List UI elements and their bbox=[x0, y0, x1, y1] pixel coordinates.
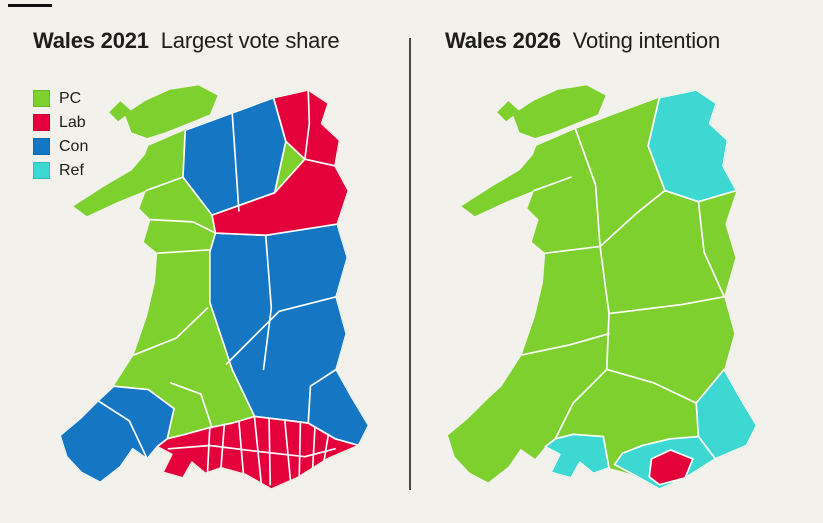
constituency-border bbox=[97, 399, 149, 460]
constituency-border bbox=[169, 382, 213, 429]
legend-swatch-lab bbox=[33, 114, 50, 131]
constituency-border bbox=[206, 426, 211, 473]
constituency-border bbox=[605, 368, 698, 404]
constituency-border bbox=[145, 176, 184, 192]
title-year-2026: Wales 2026 bbox=[445, 28, 561, 53]
constituency-border bbox=[697, 200, 726, 298]
constituency-border bbox=[262, 234, 273, 371]
title-subtitle-2026: Voting intention bbox=[572, 28, 721, 53]
legend-swatch-pc bbox=[33, 90, 50, 107]
brand-rule bbox=[8, 4, 52, 7]
legend-item-pc: PC bbox=[33, 90, 88, 107]
map-regions bbox=[59, 89, 369, 490]
constituency-border bbox=[283, 418, 292, 480]
constituency-border bbox=[608, 295, 726, 315]
panel-divider bbox=[409, 38, 411, 490]
constituency-border bbox=[533, 176, 572, 192]
legend-item-con: Con bbox=[33, 138, 88, 155]
region-ref bbox=[544, 433, 610, 479]
constituency-border bbox=[599, 189, 666, 248]
panel-title-2026: Wales 2026 Voting intention bbox=[445, 26, 720, 56]
constituency-border bbox=[167, 444, 336, 458]
legend: PC Lab Con Ref bbox=[33, 90, 88, 186]
region-lab bbox=[211, 158, 350, 237]
legend-item-lab: Lab bbox=[33, 114, 88, 131]
constituency-border bbox=[304, 89, 311, 161]
constituency-border bbox=[311, 426, 316, 469]
constituency-border bbox=[574, 128, 601, 248]
constituency-border bbox=[220, 423, 226, 469]
map-wales-2026 bbox=[447, 85, 757, 490]
legend-label-con: Con bbox=[59, 138, 89, 155]
constituency-border bbox=[520, 332, 610, 356]
legend-swatch-ref bbox=[33, 162, 50, 179]
constituency-border bbox=[268, 417, 272, 486]
region-holy-island bbox=[497, 101, 520, 122]
panel-title-2021: Wales 2021 Largest vote share bbox=[33, 26, 340, 56]
region-holy-island bbox=[109, 101, 132, 122]
constituency-border bbox=[225, 295, 338, 365]
region-anglesey bbox=[512, 85, 606, 138]
region-con bbox=[59, 385, 175, 484]
legend-label-ref: Ref bbox=[59, 162, 84, 179]
title-subtitle-2021: Largest vote share bbox=[160, 28, 340, 53]
legend-swatch-con bbox=[33, 138, 50, 155]
constituency-border bbox=[307, 368, 338, 424]
constituency-border bbox=[231, 111, 240, 212]
constituency-border bbox=[149, 218, 217, 234]
constituency-border bbox=[238, 420, 245, 475]
constituency-border bbox=[544, 245, 601, 255]
constituency-border bbox=[253, 416, 263, 485]
constituency-border bbox=[156, 248, 211, 255]
legend-label-lab: Lab bbox=[59, 114, 86, 131]
constituency-border bbox=[298, 421, 302, 477]
title-year-2021: Wales 2021 bbox=[33, 28, 149, 53]
region-anglesey bbox=[124, 85, 218, 138]
legend-label-pc: PC bbox=[59, 90, 82, 107]
map-wales-2021 bbox=[59, 85, 369, 490]
constituency-border bbox=[554, 368, 608, 440]
constituency-border bbox=[323, 433, 330, 464]
map-regions bbox=[520, 89, 757, 490]
constituency-border bbox=[132, 307, 209, 356]
legend-item-ref: Ref bbox=[33, 162, 88, 179]
region-con bbox=[208, 223, 369, 447]
